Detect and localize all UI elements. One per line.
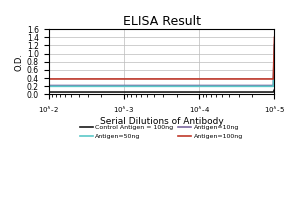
X-axis label: Serial Dilutions of Antibody: Serial Dilutions of Antibody (100, 117, 224, 126)
Control Antigen = 100ng (89, 91, 92, 93)
Antigen=10ng (89, 84, 92, 87)
Antigen=100ng (273, 36, 276, 39)
Control Antigen = 100ng (47, 91, 50, 93)
Control Antigen = 100ng (261, 91, 265, 93)
Antigen=50ng (254, 85, 257, 88)
Antigen=100ng (89, 78, 92, 80)
Title: ELISA Result: ELISA Result (122, 15, 200, 28)
Antigen=50ng (89, 85, 92, 88)
Antigen=100ng (60, 78, 64, 80)
Antigen=50ng (261, 85, 265, 88)
Antigen=50ng (60, 85, 64, 88)
Line: Control Antigen = 100ng: Control Antigen = 100ng (49, 90, 274, 92)
Antigen=10ng (107, 84, 111, 87)
Antigen=10ng (254, 84, 257, 87)
Control Antigen = 100ng (107, 91, 111, 93)
Y-axis label: O.D.: O.D. (15, 53, 24, 71)
Antigen=100ng (107, 78, 111, 80)
Antigen=50ng (56, 85, 59, 88)
Legend: Control Antigen = 100ng, Antigen=50ng, Antigen=10ng, Antigen=100ng: Control Antigen = 100ng, Antigen=50ng, A… (78, 122, 245, 141)
Control Antigen = 100ng (273, 88, 276, 91)
Antigen=10ng (56, 84, 59, 87)
Antigen=100ng (261, 78, 265, 80)
Control Antigen = 100ng (254, 91, 257, 93)
Antigen=50ng (107, 85, 111, 88)
Antigen=10ng (261, 84, 265, 87)
Antigen=100ng (254, 78, 257, 80)
Control Antigen = 100ng (60, 91, 64, 93)
Antigen=10ng (273, 43, 276, 46)
Line: Antigen=100ng: Antigen=100ng (49, 37, 274, 79)
Antigen=50ng (273, 44, 276, 47)
Antigen=100ng (47, 78, 50, 80)
Line: Antigen=10ng: Antigen=10ng (49, 45, 274, 85)
Line: Antigen=50ng: Antigen=50ng (49, 45, 274, 86)
Antigen=10ng (47, 84, 50, 87)
Antigen=10ng (60, 84, 64, 87)
Control Antigen = 100ng (56, 91, 59, 93)
Antigen=100ng (56, 78, 59, 80)
Antigen=50ng (47, 85, 50, 88)
